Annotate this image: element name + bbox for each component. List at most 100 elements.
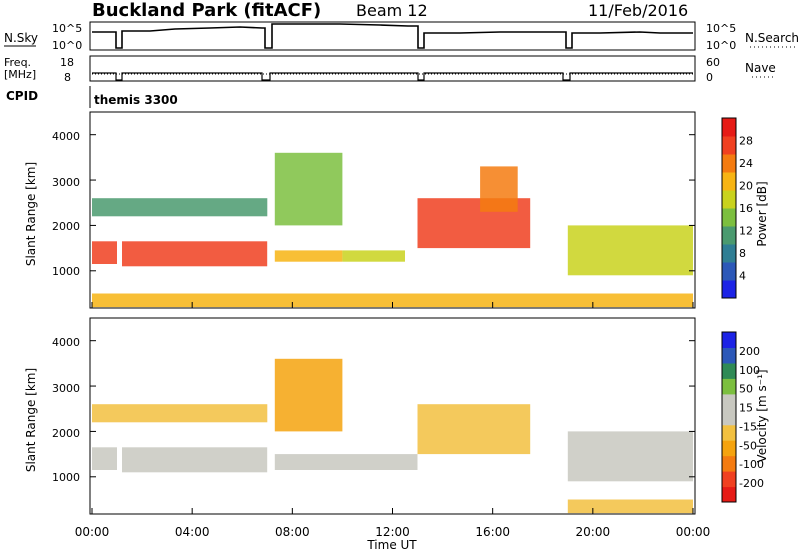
power-region-1 xyxy=(122,241,268,267)
power-colorbar-swatch-7 xyxy=(722,154,736,173)
freq-label-top: Freq. xyxy=(4,56,31,69)
time-tick-label-5: 20:00 xyxy=(576,525,611,539)
time-axis-label: Time UT xyxy=(366,538,417,552)
power-region-2 xyxy=(274,250,343,262)
velocity-colorbar-swatch-7 xyxy=(722,378,736,395)
velocity-colorbar-swatch-9 xyxy=(722,347,736,364)
velocity-region-1 xyxy=(122,447,268,473)
velocity-colorbar-swatch-3 xyxy=(722,440,736,457)
freq-tick-bottom: 8 xyxy=(64,71,71,84)
velocity-colorbar-tick-7: -200 xyxy=(739,477,764,490)
velocity-region-5 xyxy=(567,499,693,514)
nave-tick-top: 60 xyxy=(706,56,720,69)
velocity-data-regions xyxy=(90,340,695,514)
freq-tick-top: 18 xyxy=(60,56,74,69)
power-colorbar-tick-6: 4 xyxy=(739,270,746,283)
cpid-value: themis 3300 xyxy=(94,93,178,107)
velocity-region-2 xyxy=(274,454,418,470)
power-ytick-1000: 1000 xyxy=(52,265,80,278)
velocity-colorbar-tick-6: -100 xyxy=(739,458,764,471)
velocity-colorbar-swatch-6 xyxy=(722,393,736,410)
power-colorbar-swatch-4 xyxy=(722,208,736,227)
power-colorbar-swatch-6 xyxy=(722,172,736,191)
velocity-colorbar-tick-3: 15 xyxy=(739,402,753,415)
noise-sky-series xyxy=(92,23,693,49)
velocity-colorbar-swatch-0 xyxy=(722,486,736,503)
power-ylabel: Slant Range [km] xyxy=(24,162,38,266)
power-colorbar-frame xyxy=(721,117,737,299)
power-colorbar xyxy=(721,117,737,299)
velocity-colorbar-tick-1: 100 xyxy=(739,364,760,377)
beam-label: Beam 12 xyxy=(356,1,428,20)
power-ytick-2000: 2000 xyxy=(52,220,80,233)
power-ytick-3000: 3000 xyxy=(52,176,80,189)
noise-right-label: N.Search xyxy=(745,31,799,45)
noise-panel-frame xyxy=(89,21,696,51)
date-label: 11/Feb/2016 xyxy=(588,1,688,20)
velocity-colorbar xyxy=(721,331,737,503)
velocity-colorbar-frame xyxy=(721,331,737,503)
time-tick-label-2: 08:00 xyxy=(275,525,310,539)
velocity-colorbar-tick-4: -15 xyxy=(739,420,757,433)
velocity-region-4 xyxy=(567,431,693,482)
power-colorbar-swatch-8 xyxy=(722,136,736,155)
power-region-6 xyxy=(567,225,693,276)
power-colorbar-tick-4: 12 xyxy=(739,225,753,238)
power-region-3 xyxy=(342,250,405,262)
power-panel: Slant Range [km] 4000 3000 2000 1000 xyxy=(24,111,696,309)
freq-panel-frame xyxy=(89,55,696,82)
velocity-region-3 xyxy=(417,404,531,455)
velocity-ytick-2000: 2000 xyxy=(52,427,80,440)
cpid-label: CPID xyxy=(6,89,38,103)
velocity-panel: Slant Range [km] 4000 3000 2000 1000 xyxy=(24,317,696,515)
velocity-region-7 xyxy=(274,358,343,432)
noise-left-tick-bottom: 10^0 xyxy=(52,39,82,52)
power-colorbar-swatch-9 xyxy=(722,118,736,137)
plot-title: Buckland Park (fitACF) xyxy=(92,0,321,21)
power-region-8 xyxy=(92,198,268,217)
power-colorbar-swatch-5 xyxy=(722,190,736,209)
power-colorbar-swatch-3 xyxy=(722,226,736,245)
power-colorbar-swatch-0 xyxy=(722,280,736,299)
time-tick-label-1: 04:00 xyxy=(175,525,210,539)
power-region-7 xyxy=(92,293,693,308)
velocity-region-6 xyxy=(92,404,268,423)
power-colorbar-swatch-2 xyxy=(722,244,736,263)
time-axis-ticks: 00:00 04:00 08:00 12:00 16:00 20:00 00:00 xyxy=(75,302,711,539)
power-region-5 xyxy=(480,166,518,212)
power-colorbar-ticks: 28 24 20 16 12 8 4 xyxy=(739,135,753,283)
velocity-ytick-4000: 4000 xyxy=(52,336,80,349)
power-colorbar-swatch-1 xyxy=(722,262,736,281)
velocity-colorbar-tick-0: 200 xyxy=(739,345,760,358)
power-ytick-4000: 4000 xyxy=(52,130,80,143)
velocity-colorbar-swatch-5 xyxy=(722,409,736,426)
velocity-region-0 xyxy=(92,447,117,470)
velocity-colorbar-ticks: 200 100 50 15 -15 -50 -100 -200 xyxy=(739,345,764,490)
frequency-series xyxy=(92,72,693,81)
velocity-colorbar-label: Velocity [m s⁻¹] xyxy=(755,369,769,462)
velocity-ytick-1000: 1000 xyxy=(52,471,80,484)
velocity-colorbar-swatch-2 xyxy=(722,455,736,472)
velocity-ytick-3000: 3000 xyxy=(52,382,80,395)
freq-label-bottom: [MHz] xyxy=(4,68,36,81)
power-data-regions xyxy=(90,134,695,308)
velocity-colorbar-swatch-8 xyxy=(722,362,736,379)
velocity-colorbar-tick-5: -50 xyxy=(739,439,757,452)
power-colorbar-tick-2: 20 xyxy=(739,180,753,193)
velocity-colorbar-swatch-10 xyxy=(722,332,736,348)
time-tick-label-3: 12:00 xyxy=(375,525,410,539)
time-tick-label-0: 00:00 xyxy=(75,525,110,539)
noise-right-tick-bottom: 10^0 xyxy=(706,39,736,52)
time-tick-label-4: 16:00 xyxy=(475,525,510,539)
noise-right-tick-top: 10^5 xyxy=(706,22,736,35)
noise-left-tick-top: 10^5 xyxy=(52,22,82,35)
power-colorbar-tick-3: 16 xyxy=(739,202,753,215)
power-colorbar-label: Power [dB] xyxy=(755,181,769,246)
velocity-colorbar-swatch-1 xyxy=(722,471,736,488)
time-tick-label-6: 00:00 xyxy=(676,525,711,539)
power-colorbar-tick-5: 8 xyxy=(739,247,746,260)
power-colorbar-tick-1: 24 xyxy=(739,157,753,170)
velocity-colorbar-tick-2: 50 xyxy=(739,383,753,396)
